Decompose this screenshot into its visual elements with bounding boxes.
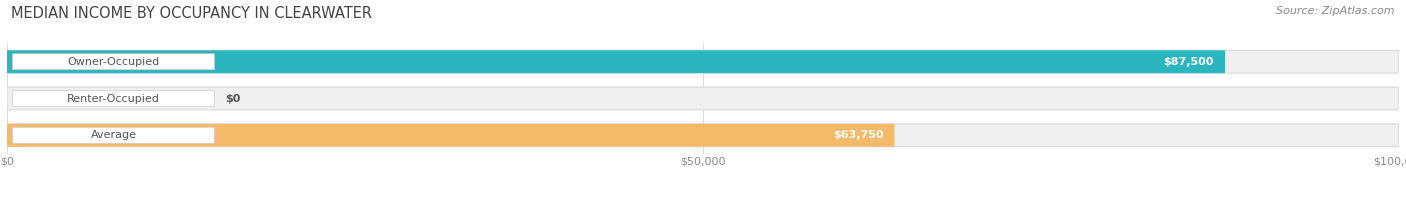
Text: $63,750: $63,750	[832, 130, 883, 140]
Text: Source: ZipAtlas.com: Source: ZipAtlas.com	[1277, 6, 1395, 16]
FancyBboxPatch shape	[13, 90, 215, 107]
Text: Average: Average	[90, 130, 136, 140]
FancyBboxPatch shape	[13, 54, 215, 70]
Text: $87,500: $87,500	[1164, 57, 1213, 67]
FancyBboxPatch shape	[7, 124, 894, 147]
Text: MEDIAN INCOME BY OCCUPANCY IN CLEARWATER: MEDIAN INCOME BY OCCUPANCY IN CLEARWATER	[11, 6, 373, 21]
Text: $0: $0	[225, 94, 240, 103]
FancyBboxPatch shape	[7, 124, 1399, 147]
FancyBboxPatch shape	[7, 50, 1399, 73]
FancyBboxPatch shape	[7, 87, 1399, 110]
Text: Owner-Occupied: Owner-Occupied	[67, 57, 160, 67]
FancyBboxPatch shape	[7, 50, 1225, 73]
Text: Renter-Occupied: Renter-Occupied	[67, 94, 160, 103]
FancyBboxPatch shape	[13, 127, 215, 143]
